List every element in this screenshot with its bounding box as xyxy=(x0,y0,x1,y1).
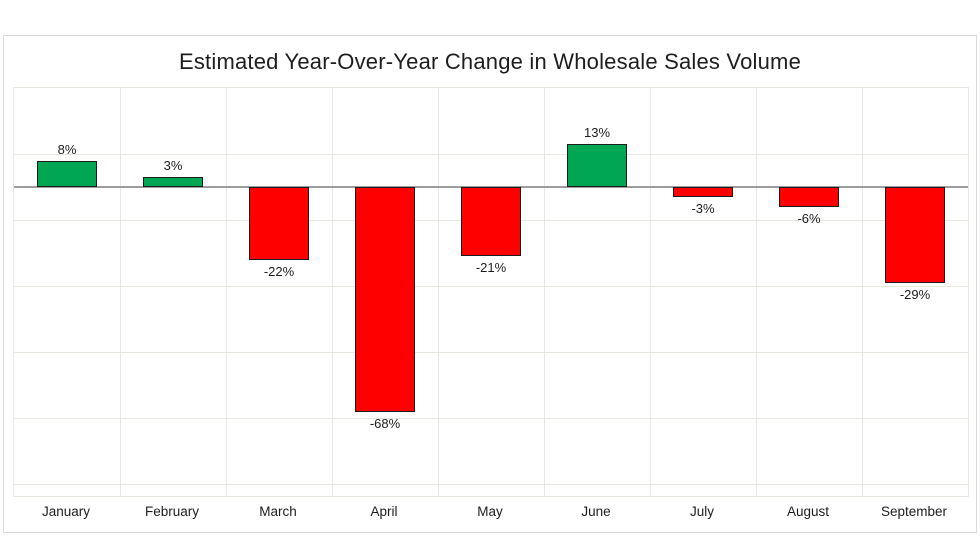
x-axis-label-september: September xyxy=(880,504,948,519)
x-axis-label-july: July xyxy=(689,504,715,519)
horizontal-gridline xyxy=(14,286,968,288)
x-axis-label-may: May xyxy=(477,504,503,519)
vertical-gridline xyxy=(862,88,863,496)
x-axis-label-february: February xyxy=(144,504,200,519)
chart-panel: Estimated Year-Over-Year Change in Whole… xyxy=(3,35,977,533)
bar-value-label: -29% xyxy=(899,286,931,302)
bar-value-label: 13% xyxy=(583,125,611,141)
bar-value-label: 8% xyxy=(57,141,77,157)
bar-value-label: -3% xyxy=(691,201,715,217)
bar-july xyxy=(673,187,733,197)
vertical-gridline xyxy=(650,88,651,496)
bar-august xyxy=(779,187,839,207)
x-axis-label-june: June xyxy=(581,504,611,519)
x-axis-label-march: March xyxy=(259,504,297,519)
bar-value-label: -6% xyxy=(797,210,821,226)
x-axis-label-january: January xyxy=(41,504,91,519)
bar-june xyxy=(567,144,627,188)
horizontal-gridline xyxy=(14,352,968,354)
bar-april xyxy=(355,187,415,412)
bar-may xyxy=(461,187,521,257)
bar-value-label: -21% xyxy=(475,260,507,276)
horizontal-gridline xyxy=(14,418,968,420)
plot-area: 8% 3% -22% -68% -21% 13% -3% -6% -29% xyxy=(13,87,969,497)
vertical-gridline xyxy=(332,88,333,496)
vertical-gridline xyxy=(226,88,227,496)
vertical-gridline xyxy=(438,88,439,496)
vertical-gridline xyxy=(120,88,121,496)
horizontal-gridline xyxy=(14,154,968,156)
bar-september xyxy=(885,187,945,283)
chart-title: Estimated Year-Over-Year Change in Whole… xyxy=(178,49,802,74)
vertical-gridline xyxy=(544,88,545,496)
bar-value-label: -22% xyxy=(263,263,295,279)
vertical-gridline xyxy=(756,88,757,496)
x-axis-label-april: April xyxy=(370,504,398,519)
bar-march xyxy=(249,187,309,260)
x-axis-labels: January February March April May June July Augu… xyxy=(13,504,969,524)
x-axis-label-august: August xyxy=(786,504,830,519)
bar-january xyxy=(37,160,97,188)
horizontal-gridline xyxy=(14,484,968,486)
bar-february xyxy=(143,177,203,188)
bar-value-label: -68% xyxy=(369,415,401,431)
bar-value-label: 3% xyxy=(163,158,183,174)
